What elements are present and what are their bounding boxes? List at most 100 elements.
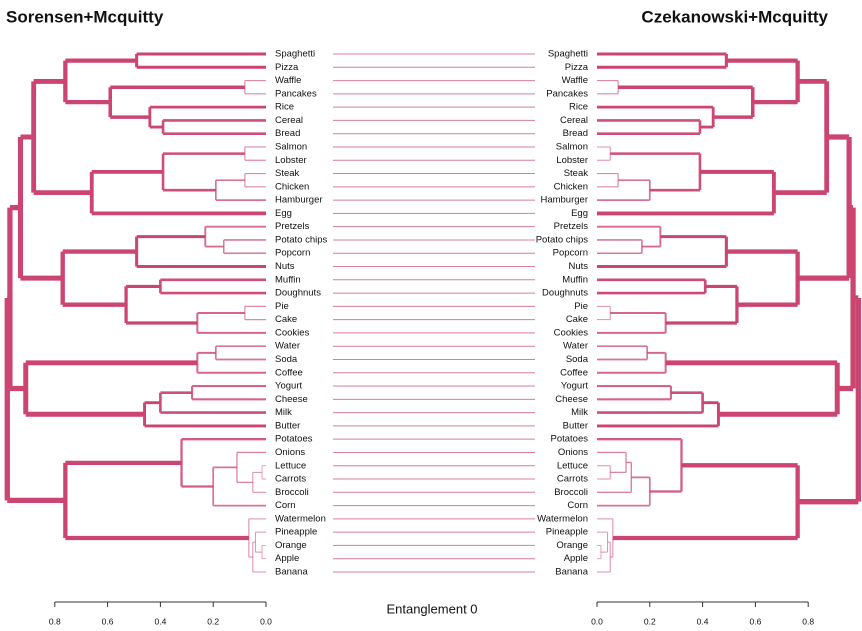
dendrogram-node [597,451,627,474]
leaf-label: Carrots [557,474,588,485]
dendrogram-node [135,235,266,269]
x-tick-label: 0.0 [260,616,272,626]
dendrogram-node [597,172,619,188]
dendrogram-node [597,305,611,321]
leaf-label: Orange [275,540,307,551]
leaf-label: Pie [574,301,588,312]
dendrogram-node [63,460,249,541]
leaf-label: Waffle [562,75,588,86]
leaf-label: Hamburger [540,195,588,206]
dendrogram-node [23,360,198,417]
dendrogram-node [597,79,619,95]
leaf-label: Salmon [556,141,588,152]
dendrogram-node [597,225,662,248]
dendrogram-node [222,239,266,254]
leaf-label: Corn [275,500,296,511]
dendrogram-node [597,169,776,216]
leaf-label: Spaghetti [548,49,588,60]
dendrogram-node [17,134,63,281]
leaf-label: Potatoes [551,434,589,445]
dendrogram-node [597,345,648,361]
leaf-label: Lettuce [557,460,588,471]
leaf-label: Bread [563,128,588,139]
leaf-label: Yogurt [561,381,588,392]
dendrogram-node [244,146,266,161]
x-tick-label: 0.4 [697,616,709,626]
leaf-label: Watermelon [275,513,326,524]
leaf-label: Broccoli [275,487,309,498]
dendrogram-node [597,239,643,255]
leaf-label: Pancakes [546,88,588,99]
dendrogram-node [597,476,651,507]
dendrogram-node [597,105,715,129]
leaf-label: Cheese [555,394,588,405]
dendrogram-node [31,78,92,196]
leaf-label: Steak [564,168,589,179]
dendrogram-node [261,465,266,480]
leaf-label: Pizza [565,62,589,73]
leaf-label: Chicken [275,181,309,192]
leaf-label: Onions [275,447,305,458]
leaf-label: Popcorn [553,248,588,259]
dendrogram-node [665,360,840,417]
x-tick-label: 0.6 [102,616,114,626]
dendrogram-node [597,52,728,69]
dendrogram-node [196,351,266,374]
x-tick-label: 0.0 [591,616,603,626]
leaf-label: Cake [566,314,588,325]
leaf-label: Pineapple [275,527,317,538]
leaf-label: Pizza [275,62,299,73]
leaf-label: Water [563,341,588,352]
leaf-label: Bread [275,128,300,139]
dendrogram-node [597,541,611,573]
dendrogram-node [7,204,26,392]
leaf-label: Steak [275,168,300,179]
dendrogram-node [89,169,266,216]
dendrogram-node [180,438,266,488]
leaf-label: Pretzels [554,221,589,232]
leaf-label: Muffin [562,274,588,285]
dendrogram-node [837,204,856,392]
dendrogram-node [215,345,266,361]
leaf-label: Egg [571,208,588,219]
leaf-label: Cookies [275,327,310,338]
dendrogram-node [244,305,266,321]
x-tick-label: 0.2 [207,616,219,626]
dendrogram-node [248,518,266,558]
leaf-label: Potatoes [275,434,313,445]
x-tick-label: 0.8 [49,616,61,626]
leaf-label: Lettuce [275,460,306,471]
leaf-label: Apple [275,553,299,564]
leaf-label: Pineapple [546,527,588,538]
leaf-label: Rice [569,102,588,113]
x-tick-label: 0.6 [749,616,761,626]
leaf-label: Banana [275,567,308,578]
right-title: Czekanowski+Mcquitty [641,7,828,26]
dendrogram-node [597,385,672,401]
dendrogram-node [597,312,667,334]
leaf-label: Hamburger [275,195,323,206]
dendrogram-node [618,85,755,119]
dendrogram-node [254,531,266,553]
leaf-label: Rice [275,102,294,113]
leaf-label: Onions [558,447,588,458]
dendrogram-node [597,391,704,414]
dendrogram-node [191,385,266,401]
leaf-label: Nuts [568,261,588,272]
dendrogram-node [597,351,667,374]
leaf-label: Doughnuts [542,288,588,299]
dendrogram-node [610,152,702,192]
dendrogram-node [252,541,266,573]
leaf-label: Lobster [556,155,588,166]
dendrogram-node [143,401,266,428]
leaf-label: Orange [556,540,588,551]
leaf-label: Lobster [275,155,307,166]
x-tick-label: 0.4 [154,616,166,626]
dendrogram-node [612,463,800,541]
leaf-label: Broccoli [554,487,588,498]
leaf-label: Butter [563,420,588,431]
dendrogram-node [597,179,651,201]
leaf-label: Watermelon [537,513,588,524]
leaf-label: Doughnuts [275,288,321,299]
dendrogram-node [161,119,266,135]
